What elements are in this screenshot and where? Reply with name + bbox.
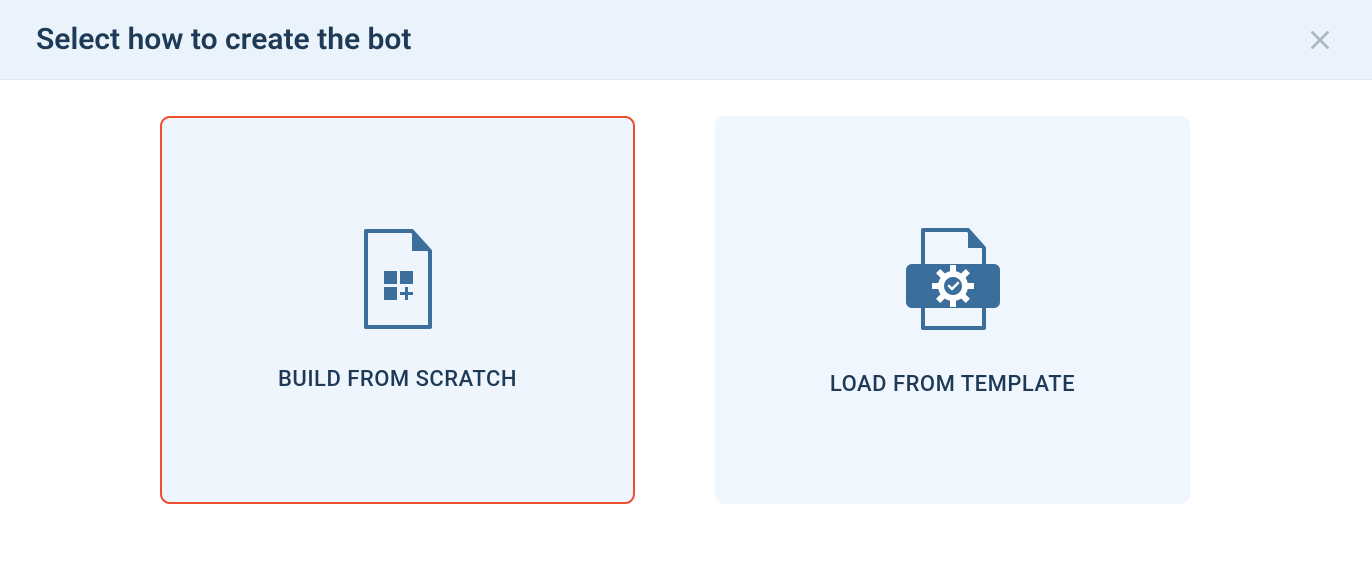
build-from-scratch-label: BUILD FROM SCRATCH xyxy=(278,367,517,392)
options-container: BUILD FROM SCRATCH xyxy=(0,80,1372,540)
modal-header: Select how to create the bot xyxy=(0,0,1372,80)
file-template-icon xyxy=(898,224,1008,334)
close-icon xyxy=(1307,27,1333,53)
file-new-icon xyxy=(358,229,438,329)
load-from-template-label: LOAD FROM TEMPLATE xyxy=(830,372,1075,397)
load-from-template-card[interactable]: LOAD FROM TEMPLATE xyxy=(715,116,1190,504)
close-button[interactable] xyxy=(1304,24,1336,56)
modal-title: Select how to create the bot xyxy=(36,22,411,57)
build-from-scratch-card[interactable]: BUILD FROM SCRATCH xyxy=(160,116,635,504)
